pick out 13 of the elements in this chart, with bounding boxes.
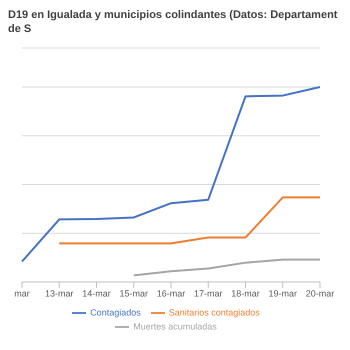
x-tick-label: 18-mar bbox=[231, 288, 260, 298]
x-tick-label: 19-mar bbox=[268, 288, 298, 298]
x-tick-label: 17-mar bbox=[194, 288, 223, 298]
legend-label: Muertes acumuladas bbox=[133, 321, 217, 332]
legend-label: Contagiados bbox=[90, 307, 141, 318]
x-tick-label: mar bbox=[14, 288, 30, 298]
legend-label: Sanitarios contagiados bbox=[168, 307, 260, 318]
x-tick-label: 16-mar bbox=[156, 288, 186, 298]
chart-title: D19 en Igualada y municipios colindantes (Datos: Departament de S bbox=[8, 8, 338, 37]
x-tick-label: 13-mar bbox=[44, 288, 74, 298]
x-tick-label: 15-mar bbox=[119, 288, 148, 298]
x-tick-label: 14-mar bbox=[82, 288, 111, 298]
x-tick-label: 20-mar bbox=[306, 288, 334, 298]
